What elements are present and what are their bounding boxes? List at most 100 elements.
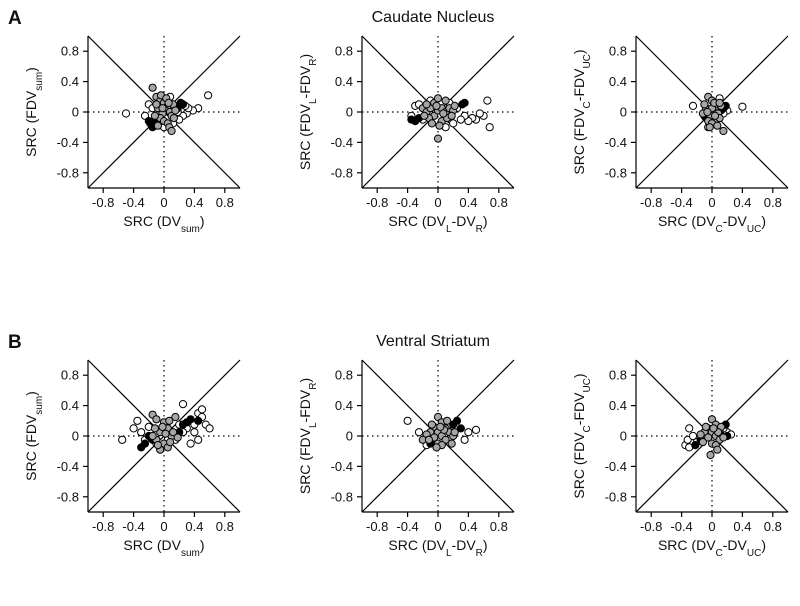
data-point-gray: [148, 431, 157, 441]
data-point-gray: [704, 433, 713, 442]
y-axis-label: SRC (FDVsum): [23, 391, 45, 481]
y-tick-label: -0.8: [57, 165, 79, 180]
x-tick-label: -0.8: [92, 519, 114, 534]
y-tick-label: 0: [620, 429, 627, 444]
data-point-gray: [158, 104, 167, 113]
y-tick-label: 0.4: [335, 398, 353, 413]
data-point-gray: [152, 415, 161, 424]
y-tick-label: -0.4: [605, 135, 627, 150]
data-point-gray: [433, 134, 443, 143]
data-point-gray: [158, 422, 167, 431]
scatter-panels: -0.8 -0.4 0 0.4 0.8 0.8 0.4 0 -0.4 -0.8 SRC (DVsum…: [23, 35, 789, 559]
data-point-filled: [176, 98, 185, 108]
y-tick-label: 0.4: [61, 398, 79, 413]
y-tick-label: 0: [72, 429, 79, 444]
data-point-gray: [433, 94, 443, 103]
x-axis-label: SRC (DVC-DVUC): [658, 213, 766, 235]
x-tick-label: -0.8: [366, 195, 388, 210]
x-tick-label: -0.4: [122, 195, 144, 210]
x-axis-label: SRC (DVsum): [123, 537, 204, 559]
y-tick-label: -0.4: [331, 135, 353, 150]
data-point-gray: [715, 98, 724, 108]
scatter-panel-a1: -0.8 -0.4 0 0.4 0.8 0.8 0.4 0 -0.4 -0.8 SRC (DVsum…: [23, 35, 241, 235]
y-tick-label: -0.4: [57, 135, 79, 150]
data-point-open: [133, 416, 142, 425]
x-tick-label: 0.8: [490, 195, 508, 210]
data-point-open: [194, 435, 203, 444]
y-axis-label: SRC (FDVC-FDVUC): [571, 49, 593, 174]
data-point-gray: [432, 101, 441, 111]
data-point-open: [688, 101, 698, 111]
data-point-gray: [420, 111, 429, 120]
data-point-gray: [424, 435, 433, 444]
data-point-gray: [173, 433, 182, 442]
y-tick-label: -0.8: [331, 165, 353, 180]
data-point-open: [204, 91, 213, 100]
data-point-open: [688, 431, 698, 441]
data-point-gray: [719, 433, 728, 442]
panel-letter-b: B: [8, 332, 22, 353]
x-tick-label: 0: [434, 519, 441, 534]
y-axis-label: SRC (FDVC-FDVUC): [571, 373, 593, 498]
data-point-gray: [713, 121, 722, 130]
x-tick-label: 0.8: [764, 519, 782, 534]
row-title-caudate: Caudate Nucleus: [372, 9, 495, 26]
data-point-gray: [447, 111, 456, 120]
y-tick-label: 0: [72, 105, 79, 120]
scatter-panel-b3: -0.8 -0.4 0 0.4 0.8 0.8 0.4 0 -0.4 -0.8 SRC (DVC-D…: [571, 359, 789, 559]
data-point-gray: [161, 429, 170, 438]
y-tick-label: 0.4: [609, 74, 627, 89]
x-tick-label: -0.8: [92, 195, 114, 210]
data-point-open: [403, 416, 412, 425]
data-point-gray: [450, 101, 459, 111]
x-tick-label: -0.8: [640, 195, 662, 210]
y-tick-label: -0.8: [331, 489, 353, 504]
x-tick-label: 0: [708, 195, 715, 210]
scatter-panel-a3: -0.8 -0.4 0 0.4 0.8 0.8 0.4 0 -0.4 -0.8 SRC (DVC-D…: [571, 35, 789, 235]
y-tick-label: -0.4: [605, 459, 627, 474]
y-axis-label: SRC (FDVsum): [23, 67, 45, 157]
x-tick-label: -0.4: [670, 195, 692, 210]
data-point-gray: [427, 119, 436, 128]
data-point-gray: [167, 126, 176, 136]
x-tick-label: 0.8: [216, 519, 234, 534]
row-title-ventral-striatum: Ventral Striatum: [376, 333, 490, 350]
x-tick-label: 0.8: [490, 519, 508, 534]
x-axis-label: SRC (DVL-DVR): [388, 213, 487, 235]
data-point-gray: [709, 424, 718, 433]
data-point-gray: [436, 422, 445, 431]
x-axis-label: SRC (DVsum): [123, 213, 204, 235]
data-point-open: [485, 123, 494, 132]
data-point-gray: [166, 438, 175, 447]
x-tick-label: 0.4: [459, 195, 477, 210]
data-point-gray: [152, 100, 161, 109]
data-point-gray: [150, 111, 159, 120]
data-point-filled: [460, 98, 469, 108]
data-point-gray: [696, 430, 705, 439]
data-point-gray: [713, 445, 722, 454]
data-point-gray: [439, 109, 448, 118]
data-point-gray: [706, 450, 715, 460]
data-point-gray: [153, 121, 162, 130]
data-point-gray: [703, 107, 712, 117]
y-tick-label: 0.4: [61, 74, 79, 89]
data-point-open: [186, 439, 195, 448]
data-point-gray: [447, 439, 456, 448]
data-point-open: [178, 400, 188, 409]
data-point-open: [483, 96, 492, 105]
y-tick-label: 0.4: [609, 398, 627, 413]
y-tick-label: 0: [346, 105, 353, 120]
y-axis-label: SRC (FDVL-FDVR): [297, 378, 319, 494]
data-point-open: [449, 119, 458, 128]
data-point-filled: [456, 424, 465, 433]
data-point-open: [121, 109, 131, 118]
x-tick-label: 0: [160, 519, 167, 534]
data-point-gray: [169, 114, 178, 123]
x-tick-label: 0.8: [764, 195, 782, 210]
data-point-gray: [432, 443, 441, 452]
x-tick-label: -0.4: [122, 519, 144, 534]
x-tick-label: 0: [160, 195, 167, 210]
x-tick-label: -0.4: [396, 519, 418, 534]
y-tick-label: 0.8: [335, 44, 353, 59]
